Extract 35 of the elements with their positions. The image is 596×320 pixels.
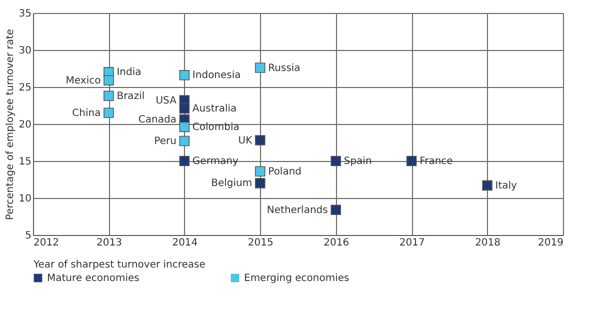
annotation: Netherlands — [266, 204, 328, 216]
x-tick-label: 2012 — [34, 238, 59, 248]
y-tick-label: 25 — [18, 82, 32, 94]
annotation: Colombia — [192, 122, 240, 133]
y-tick-label: 35 — [18, 8, 32, 20]
annotation: Russia — [268, 62, 300, 74]
y-tick-label: 15 — [18, 156, 32, 168]
annotation: Canada — [138, 114, 176, 126]
annotation: Peru — [154, 136, 176, 148]
y-tick-label: 5 — [25, 230, 32, 242]
x-tick-label: 2014 — [172, 238, 198, 248]
x-tick-label: 2015 — [248, 238, 274, 248]
annotation: USA — [156, 95, 177, 106]
annotation: Indonesia — [192, 70, 241, 82]
x-tick-label: 2017 — [399, 238, 425, 248]
annotation: India — [116, 67, 142, 78]
x-axis-title: Year of sharpest turnover increase — [32, 260, 206, 270]
x-tick-label: 2016 — [324, 238, 350, 248]
y-tick-label: 30 — [18, 46, 32, 56]
annotation: China — [72, 108, 101, 119]
y-axis-title: Percentage of employee turnover rate — [4, 28, 16, 220]
annotation: Belgium — [211, 178, 252, 190]
annotation: Brazil — [116, 90, 145, 102]
x-tick-label: 2019 — [538, 238, 564, 248]
x-tick-label: 2018 — [475, 238, 501, 248]
x-tick-label: 2013 — [96, 238, 122, 248]
legend-label: Emerging economies — [244, 273, 350, 284]
annotation: Australia — [192, 103, 237, 114]
annotation: UK — [238, 135, 253, 146]
annotation: Italy — [495, 180, 518, 192]
annotation: Poland — [268, 166, 302, 178]
annotation: Mexico — [66, 75, 101, 86]
y-tick-label: 10 — [18, 194, 32, 204]
y-tick-label: 20 — [18, 120, 32, 130]
legend-label: Mature economies — [47, 273, 140, 284]
